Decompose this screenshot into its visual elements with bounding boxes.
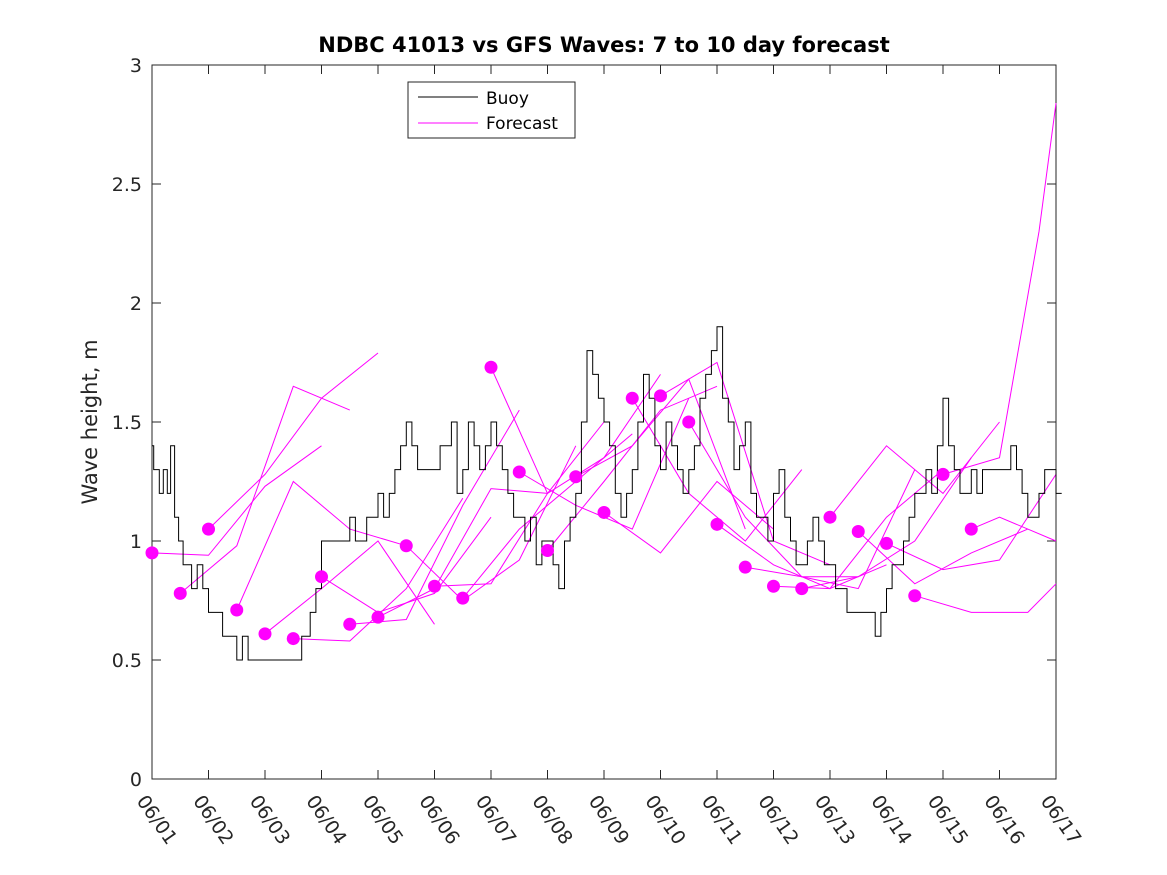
forecast-line-19 [660, 361, 831, 566]
forecast-line-9 [377, 488, 548, 618]
y-tick-label: 0 [130, 769, 142, 791]
forecast-start-point-16 [569, 470, 583, 484]
forecast-start-point-30 [964, 522, 978, 536]
forecast-line-28 [914, 583, 1057, 613]
forecast-start-point-10 [399, 539, 413, 553]
forecast-start-point-5 [258, 627, 272, 641]
forecast-line-30 [971, 516, 1057, 542]
legend-forecast-label: Forecast [486, 114, 558, 134]
forecast-start-point-4 [230, 603, 244, 617]
forecast-start-point-9 [371, 610, 385, 624]
forecast-start-point-23 [767, 579, 780, 593]
forecast-start-point-7 [315, 570, 328, 584]
y-tick-label: 3 [130, 55, 142, 77]
forecast-start-point-29 [936, 467, 950, 481]
forecast-line-5 [264, 540, 435, 635]
y-tick-label: 1 [130, 531, 142, 553]
forecast-start-point-19 [654, 389, 667, 403]
forecast-line-24 [801, 457, 972, 590]
forecast-start-point-27 [880, 536, 893, 550]
forecast-start-point-26 [851, 524, 865, 538]
forecast-line-20 [688, 421, 859, 578]
forecast-start-point-6 [286, 632, 300, 646]
y-tick-labels: 0 0.5 1 1.5 2 2.5 3 [112, 55, 142, 791]
forecast-start-point-13 [484, 360, 498, 374]
forecast-start-point-8 [343, 617, 357, 631]
forecast-line-4 [236, 480, 407, 611]
legend-box [407, 81, 576, 139]
forecast-start-point-24 [795, 582, 809, 596]
y-tick-label: 2 [130, 293, 142, 315]
forecast-start-point-28 [908, 589, 922, 603]
forecast-markers [145, 360, 978, 646]
forecast-line-11 [434, 421, 605, 587]
forecast-start-point-18 [625, 391, 639, 405]
forecast-start-point-22 [738, 560, 752, 574]
legend-buoy-label: Buoy [486, 89, 529, 109]
buoy-series [152, 326, 1062, 661]
chart-title: NDBC 41013 vs GFS Waves: 7 to 10 day for… [318, 33, 889, 57]
forecast-start-point-11 [428, 579, 441, 593]
forecast-start-point-21 [710, 517, 724, 531]
forecast-line-3 [208, 352, 379, 530]
forecast-start-point-3 [202, 522, 215, 536]
forecast-line-26 [857, 528, 1028, 585]
y-axis-label: Wave height, m [78, 339, 102, 504]
y-tick-label: 2.5 [112, 174, 142, 196]
buoy-line [152, 326, 1062, 661]
axis-ticks [151, 64, 1057, 780]
forecast-line-1 [151, 445, 322, 556]
forecast-line-17 [603, 480, 774, 554]
y-tick-label: 1.5 [112, 412, 142, 434]
forecast-start-point-25 [823, 510, 837, 524]
y-tick-label: 0.5 [112, 650, 142, 672]
forecast-line-16 [575, 378, 746, 530]
forecast-start-point-1 [145, 546, 159, 560]
forecast-line-25 [829, 421, 1000, 518]
forecast-line-10 [405, 445, 577, 602]
forecast-start-point-17 [597, 505, 611, 519]
forecast-start-point-14 [512, 465, 526, 479]
legend: Buoy Forecast [407, 81, 576, 139]
forecast-start-point-15 [541, 544, 554, 558]
forecast-start-point-2 [173, 586, 187, 600]
forecast-line-29 [942, 103, 1057, 475]
forecast-start-point-20 [682, 415, 696, 429]
forecast-start-point-12 [456, 591, 470, 605]
